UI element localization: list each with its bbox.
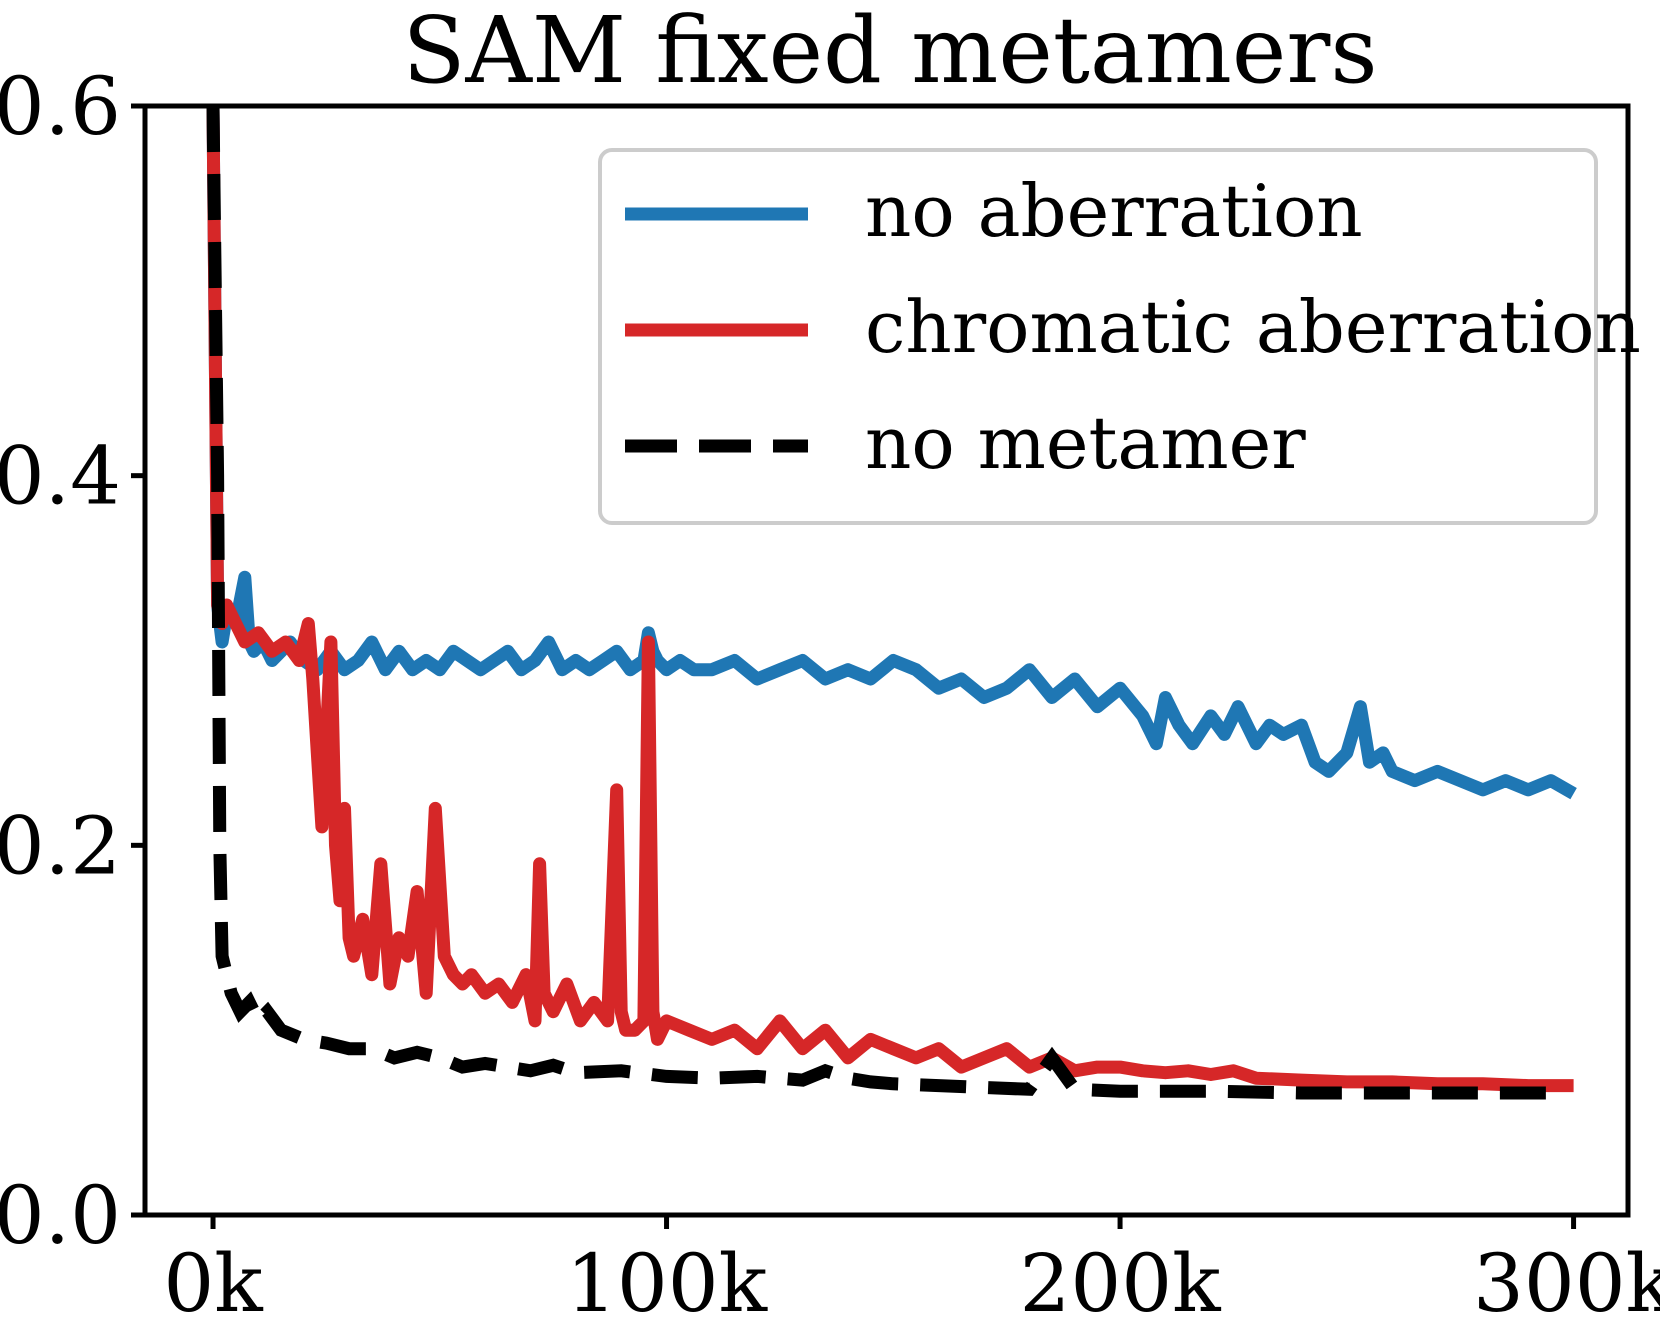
chart-title: SAM fixed metamers (402, 0, 1377, 104)
y-tick-label: 0.4 (0, 430, 121, 523)
y-axis: 0.0 0.2 0.4 0.6 (0, 60, 145, 1262)
series-line-no-aberration (206, 105, 1577, 800)
y-tick-label: 0.2 (0, 799, 121, 892)
series-line-no-metamer (206, 105, 1551, 1100)
x-axis: 0k 100k 200k 300k (163, 1215, 1660, 1330)
y-tick-label: 0.0 (0, 1169, 121, 1262)
x-tick-label: 100k (566, 1237, 769, 1330)
x-tick-label: 200k (1019, 1237, 1222, 1330)
legend-box (598, 148, 1598, 525)
legend-label: no aberration (865, 169, 1363, 253)
legend: no aberration chromatic aberration no meta… (598, 148, 1641, 525)
x-tick-label: 0k (163, 1237, 264, 1330)
legend-label: no metamer (865, 401, 1306, 485)
legend-label: chromatic aberration (865, 285, 1641, 369)
series-line-chromatic-aberration (206, 105, 1574, 1093)
plot-lines (206, 105, 1577, 1100)
x-tick-label: 300k (1473, 1237, 1660, 1330)
plot-frame (142, 103, 1631, 1218)
y-tick-label: 0.6 (0, 60, 121, 153)
